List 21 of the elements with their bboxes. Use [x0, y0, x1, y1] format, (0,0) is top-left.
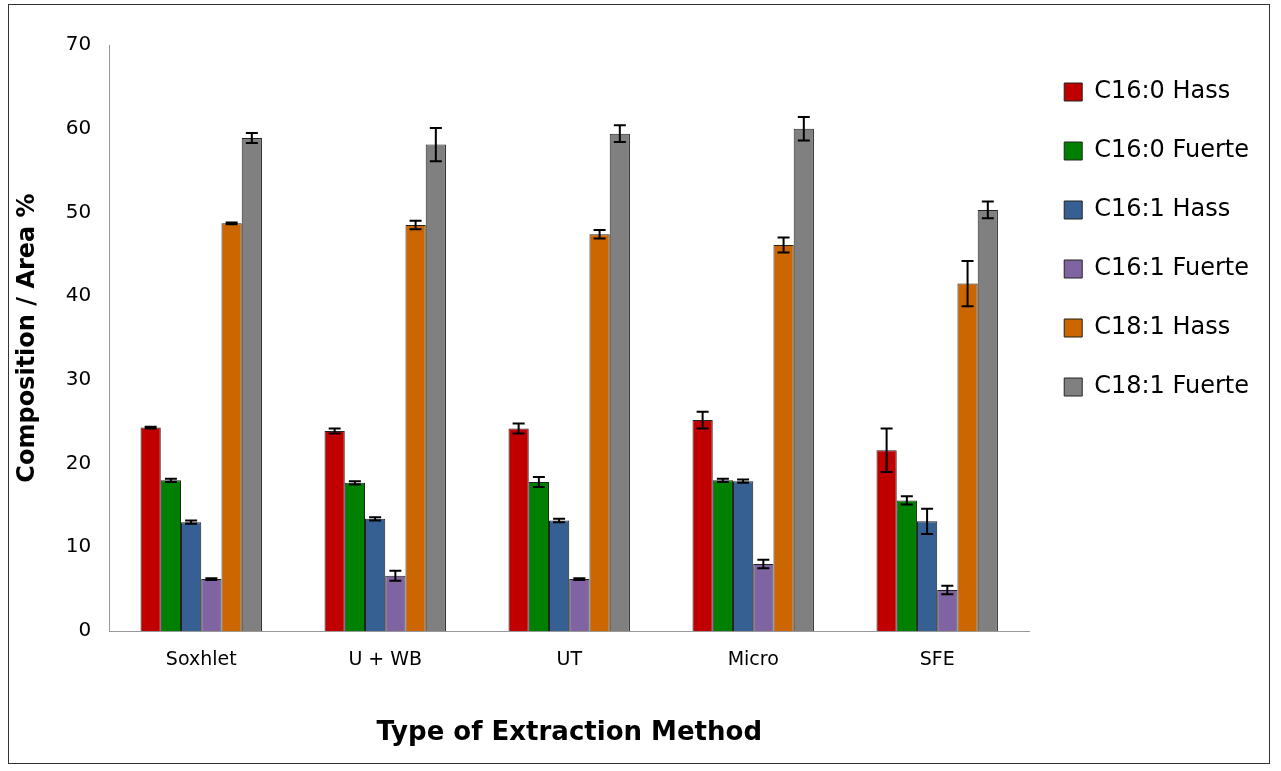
legend-label: C18:1 Fuerte [1094, 371, 1249, 400]
legend-label: C16:1 Fuerte [1094, 253, 1249, 282]
x-tick-label: Micro [727, 647, 779, 670]
x-tick-label: Soxhlet [165, 647, 237, 670]
legend-label: C16:0 Hass [1094, 76, 1231, 105]
x-tick-label: UT [556, 647, 583, 670]
y-tick-label: 10 [65, 533, 92, 558]
legend-label: C16:1 Hass [1094, 194, 1231, 223]
x-tick-label: U + WB [348, 647, 423, 670]
y-axis-title: Composition / Area % [11, 193, 40, 483]
y-tick-label: 60 [65, 114, 92, 139]
legend-label: C18:1 Hass [1094, 312, 1231, 341]
y-tick-label: 70 [65, 31, 92, 56]
y-tick-label: 20 [65, 449, 92, 474]
x-tick-label: SFE [919, 647, 955, 670]
legend-label: C16:0 Fuerte [1094, 135, 1249, 164]
x-axis-title: Type of Extraction Method [376, 716, 762, 747]
y-tick-label: 30 [65, 366, 92, 391]
y-tick-label: 0 [78, 617, 92, 642]
y-tick-label: 40 [65, 282, 92, 307]
y-tick-label: 50 [65, 198, 92, 223]
